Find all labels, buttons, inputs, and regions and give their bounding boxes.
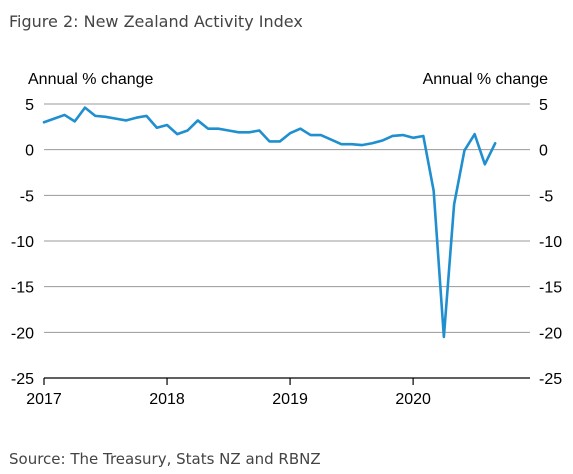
y-axis-label-right: Annual % change (423, 71, 549, 88)
series-layer (42, 106, 497, 339)
y-tick-label-right: -10 (539, 234, 562, 251)
axes (43, 377, 530, 385)
figure-title: Figure 2: New Zealand Activity Index (9, 12, 303, 31)
y-axis-label-left: Annual % change (28, 71, 154, 88)
y-tick-label-right: 5 (539, 97, 548, 114)
y-tick-label-left: -5 (20, 188, 34, 205)
y-tick-label-right: -20 (539, 325, 562, 342)
x-tick-label: 2017 (26, 391, 62, 408)
y-tick-label-right: -25 (539, 371, 562, 388)
y-tick-label-right: -15 (539, 280, 562, 297)
tick-labels: 5 5 0 0 -5 -5 -10 -10 -15 -15 -20 -20 -25 -25 2017 2018… (11, 97, 562, 408)
y-tick-label-left: 0 (25, 143, 34, 160)
source-note: Source: The Treasury, Stats NZ and RBNZ (9, 450, 321, 468)
x-tick-label: 2020 (395, 391, 431, 408)
y-tick-label-right: 0 (539, 143, 548, 160)
y-tick-label-left: -25 (11, 371, 34, 388)
series-line (42, 106, 497, 339)
gridlines (44, 103, 530, 333)
x-tick-label: 2018 (149, 391, 185, 408)
y-tick-label-left: -10 (11, 234, 34, 251)
y-tick-label-left: 5 (25, 97, 34, 114)
x-tick-label: 2019 (272, 391, 308, 408)
y-tick-label-left: -20 (11, 325, 34, 342)
y-tick-label-right: -5 (539, 188, 553, 205)
y-tick-label-left: -15 (11, 280, 34, 297)
